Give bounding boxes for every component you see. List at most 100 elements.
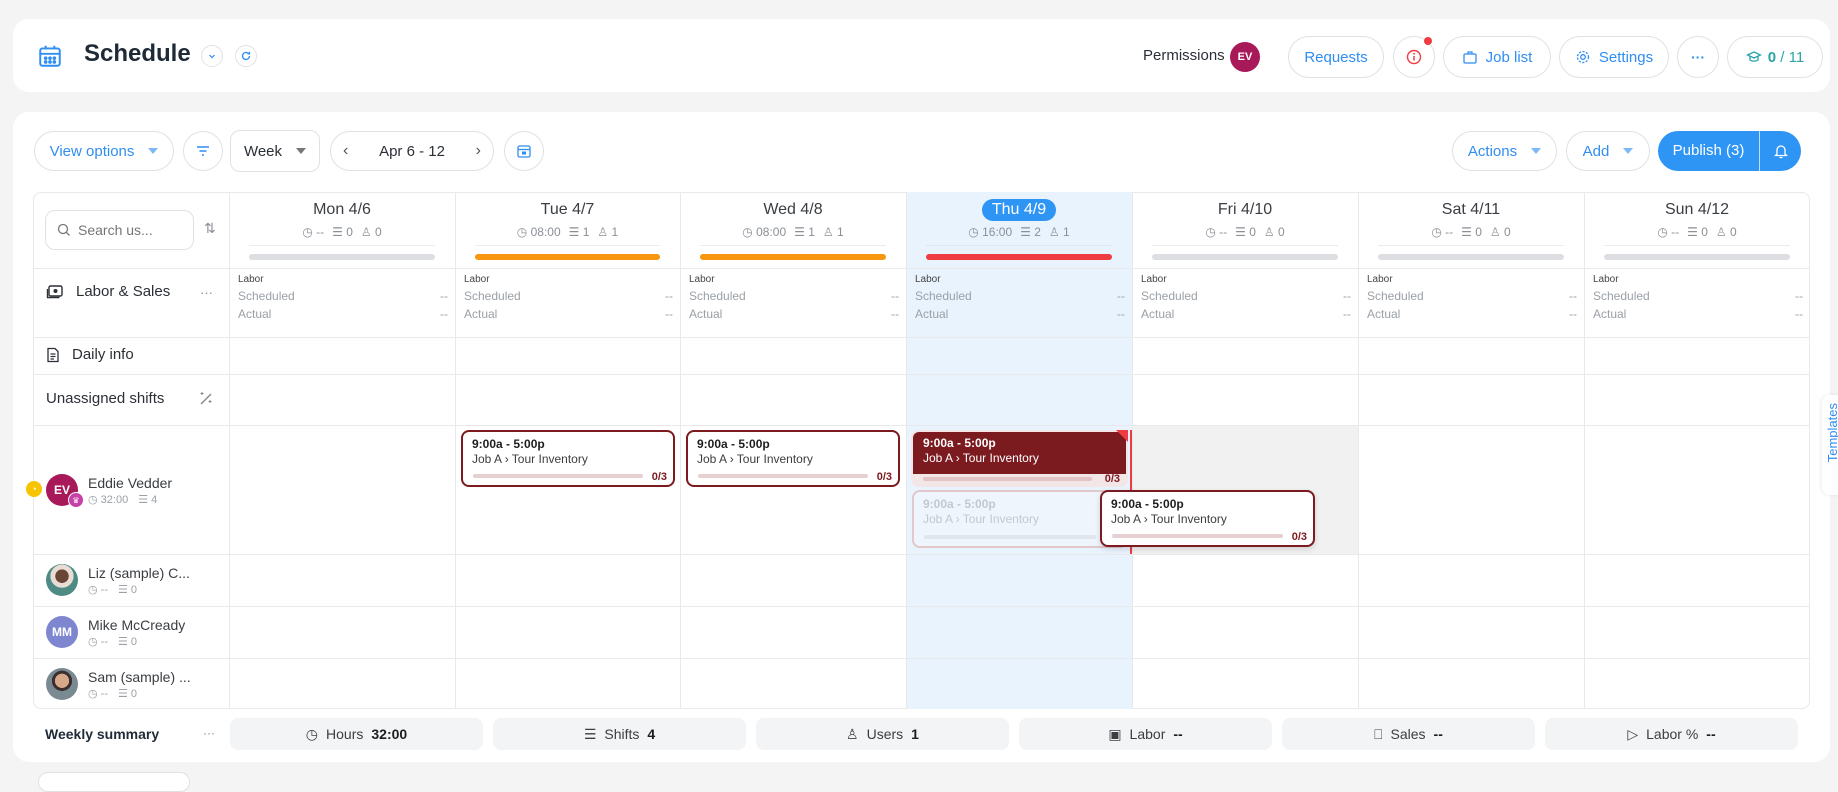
period-select-value: Week <box>243 142 283 160</box>
day-label[interactable]: Tue 4/7 <box>540 201 595 218</box>
settings-button[interactable]: Settings <box>1559 36 1669 78</box>
employee-row-sam[interactable]: Sam (sample) ... ◷ -- ☰ 0 <box>46 668 191 700</box>
money-icon <box>46 284 63 298</box>
day-coverage-bar <box>926 254 1112 260</box>
shift-card-selected[interactable]: 9:00a - 5:00p Job A › Tour Inventory 0/3 <box>911 430 1128 487</box>
view-options-button[interactable]: View options <box>34 131 174 171</box>
search-icon <box>57 223 70 236</box>
page-title: Schedule <box>84 40 191 67</box>
labor-cell: Labor Scheduled -- Actual -- <box>1367 274 1577 321</box>
caret-down-icon <box>1623 148 1634 154</box>
labor-sales-row-label[interactable]: Labor & Sales <box>46 283 170 300</box>
summary-hours: ◷ Hours 32:00 <box>230 718 483 750</box>
avatar-photo <box>46 564 78 596</box>
templates-label: Templates <box>1825 403 1838 463</box>
crown-badge-icon: ♛ <box>68 492 84 508</box>
day-label[interactable]: Wed 4/8 <box>763 201 823 218</box>
header-bar: Schedule Permissions EV Requests Job lis… <box>13 19 1830 92</box>
employee-row-mike[interactable]: MM Mike McCready ◷ -- ☰ 0 <box>46 616 185 648</box>
bell-icon <box>1773 145 1788 159</box>
templates-side-tab[interactable]: Templates <box>1822 395 1838 495</box>
column-divider <box>906 192 907 709</box>
prev-week-button[interactable]: ‹ <box>343 142 349 159</box>
add-button[interactable]: Add <box>1566 131 1650 171</box>
unassigned-shifts-label: Unassigned shifts <box>46 390 165 407</box>
publish-button[interactable]: Publish (3) <box>1658 131 1760 171</box>
shift-card[interactable]: 9:00a - 5:00p Job A › Tour Inventory 0/3 <box>686 430 900 487</box>
date-picker-button[interactable] <box>504 131 544 171</box>
day-label[interactable]: Mon 4/6 <box>313 201 371 218</box>
column-divider <box>1358 192 1359 709</box>
briefcase-icon <box>1463 51 1477 64</box>
labor-sales-label: Labor & Sales <box>76 283 171 300</box>
day-header-thu: Thu 4/9 ◷ 16:00 ☰ 2 ♙ 1 <box>906 192 1132 268</box>
row-divider <box>33 606 1810 607</box>
day-coverage-bar <box>1604 254 1790 260</box>
refresh-icon <box>241 51 251 61</box>
today-label[interactable]: Thu 4/9 <box>981 199 1057 221</box>
day-header-fri: Fri 4/10 ◷ -- ☰ 0 ♙ 0 <box>1132 192 1358 268</box>
job-list-button[interactable]: Job list <box>1443 36 1551 78</box>
money-icon: ▣ <box>1108 725 1122 742</box>
graduation-cap-icon <box>1745 51 1762 62</box>
labor-cell: Labor Scheduled -- Actual -- <box>915 274 1125 321</box>
day-coverage-bar <box>475 254 660 260</box>
labor-cell: Labor Scheduled -- Actual -- <box>1593 274 1803 321</box>
actions-button[interactable]: Actions <box>1452 131 1557 171</box>
day-header-tue: Tue 4/7 ◷ 08:00 ☰ 1 ♙ 1 <box>455 192 680 268</box>
labor-cell: Labor Scheduled -- Actual -- <box>464 274 673 321</box>
next-week-button[interactable]: › <box>475 142 481 159</box>
period-select[interactable]: Week <box>230 130 320 172</box>
day-coverage-bar <box>700 254 886 260</box>
magic-wand-icon <box>200 392 212 405</box>
day-stats: ◷ -- ☰ 0 ♙ 0 <box>1205 225 1285 239</box>
title-dropdown-button[interactable] <box>201 45 223 67</box>
employee-row-eddie[interactable]: EV ♛ Eddie Vedder ◷ 32:00 ☰ 4 <box>46 474 172 508</box>
labor-sales-more-button[interactable]: ··· <box>200 285 213 300</box>
column-divider <box>455 192 456 709</box>
permissions-avatar[interactable]: EV <box>1230 42 1260 72</box>
summary-labor-percent: ▷ Labor % -- <box>1545 718 1798 750</box>
day-stats: ◷ -- ☰ 0 ♙ 0 <box>1657 225 1737 239</box>
daily-info-row-label[interactable]: Daily info <box>46 346 134 363</box>
onboarding-progress-button[interactable]: 0 / 11 <box>1727 36 1823 78</box>
shift-card-dragging[interactable]: 9:00a - 5:00p Job A › Tour Inventory 0/3 <box>1100 490 1315 547</box>
row-divider <box>33 425 1810 426</box>
date-range-picker: ‹ Apr 6 - 12 › <box>330 131 494 171</box>
employee-row-liz[interactable]: Liz (sample) C... ◷ -- ☰ 0 <box>46 564 190 596</box>
user-search[interactable] <box>45 210 194 250</box>
day-stats: ◷ -- ☰ 0 ♙ 0 <box>302 225 382 239</box>
refresh-button[interactable] <box>235 45 257 67</box>
job-list-label: Job list <box>1485 48 1533 66</box>
clock-status-icon: ◔ <box>26 481 42 497</box>
filter-button[interactable] <box>183 131 223 171</box>
more-button[interactable]: ··· <box>1677 36 1719 78</box>
summary-users: ♙ Users 1 <box>756 718 1009 750</box>
labor-cell: Labor Scheduled -- Actual -- <box>1141 274 1351 321</box>
column-divider <box>1132 192 1133 709</box>
magic-wand-button[interactable] <box>198 390 214 409</box>
tag-icon: ▷ <box>1627 725 1639 742</box>
row-divider <box>33 658 1810 659</box>
weekly-summary-more-button[interactable]: ··· <box>203 726 215 740</box>
alerts-button[interactable] <box>1393 36 1435 78</box>
column-divider <box>680 192 681 709</box>
notification-dot <box>1424 37 1432 45</box>
day-stats: ◷ 08:00 ☰ 1 ♙ 1 <box>742 225 844 239</box>
day-label[interactable]: Sun 4/12 <box>1664 201 1730 218</box>
column-divider <box>1584 192 1585 709</box>
shift-card[interactable]: 9:00a - 5:00p Job A › Tour Inventory 0/3 <box>461 430 675 487</box>
shopping-bag-icon: ⎕ <box>1374 725 1383 742</box>
row-divider <box>33 374 1810 375</box>
day-label[interactable]: Sat 4/11 <box>1441 201 1501 218</box>
more-label: ··· <box>1691 49 1705 65</box>
bottom-pill-button[interactable] <box>38 772 190 792</box>
settings-label: Settings <box>1598 48 1654 66</box>
avatar-photo <box>46 668 78 700</box>
requests-button[interactable]: Requests <box>1288 36 1384 78</box>
day-label[interactable]: Fri 4/10 <box>1217 201 1273 218</box>
search-input[interactable] <box>78 222 178 238</box>
notify-button[interactable] <box>1760 143 1801 159</box>
sort-button[interactable]: ⇅ <box>204 220 216 236</box>
chevron-down-icon <box>209 54 215 59</box>
